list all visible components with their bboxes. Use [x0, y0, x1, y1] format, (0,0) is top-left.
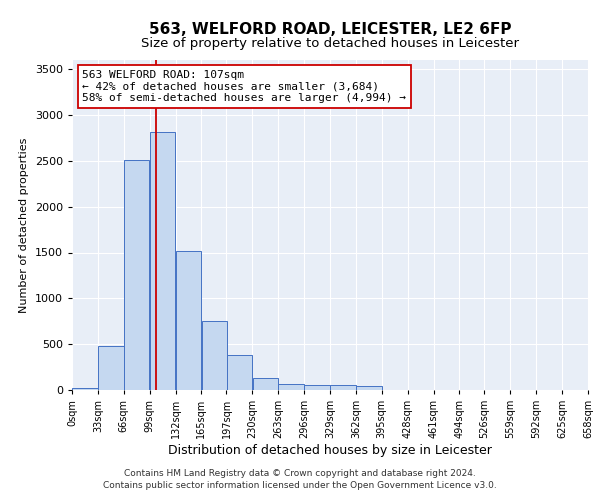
Bar	[356, 386, 382, 390]
Bar	[227, 355, 252, 390]
Bar	[304, 386, 330, 390]
Y-axis label: Number of detached properties: Number of detached properties	[19, 138, 29, 312]
Bar	[176, 250, 201, 390]
X-axis label: Distribution of detached houses by size in Leicester: Distribution of detached houses by size …	[168, 444, 492, 457]
Bar	[98, 346, 124, 390]
Text: Contains public sector information licensed under the Open Government Licence v3: Contains public sector information licen…	[103, 481, 497, 490]
Bar	[124, 160, 149, 390]
Text: 563, WELFORD ROAD, LEICESTER, LE2 6FP: 563, WELFORD ROAD, LEICESTER, LE2 6FP	[149, 22, 511, 38]
Bar	[330, 386, 356, 390]
Text: Contains HM Land Registry data © Crown copyright and database right 2024.: Contains HM Land Registry data © Crown c…	[124, 468, 476, 477]
Bar	[150, 132, 175, 390]
Bar	[72, 388, 98, 390]
Bar	[202, 322, 227, 390]
Bar	[278, 384, 304, 390]
Text: 563 WELFORD ROAD: 107sqm
← 42% of detached houses are smaller (3,684)
58% of sem: 563 WELFORD ROAD: 107sqm ← 42% of detach…	[82, 70, 406, 103]
Bar	[253, 378, 278, 390]
Text: Size of property relative to detached houses in Leicester: Size of property relative to detached ho…	[141, 38, 519, 51]
